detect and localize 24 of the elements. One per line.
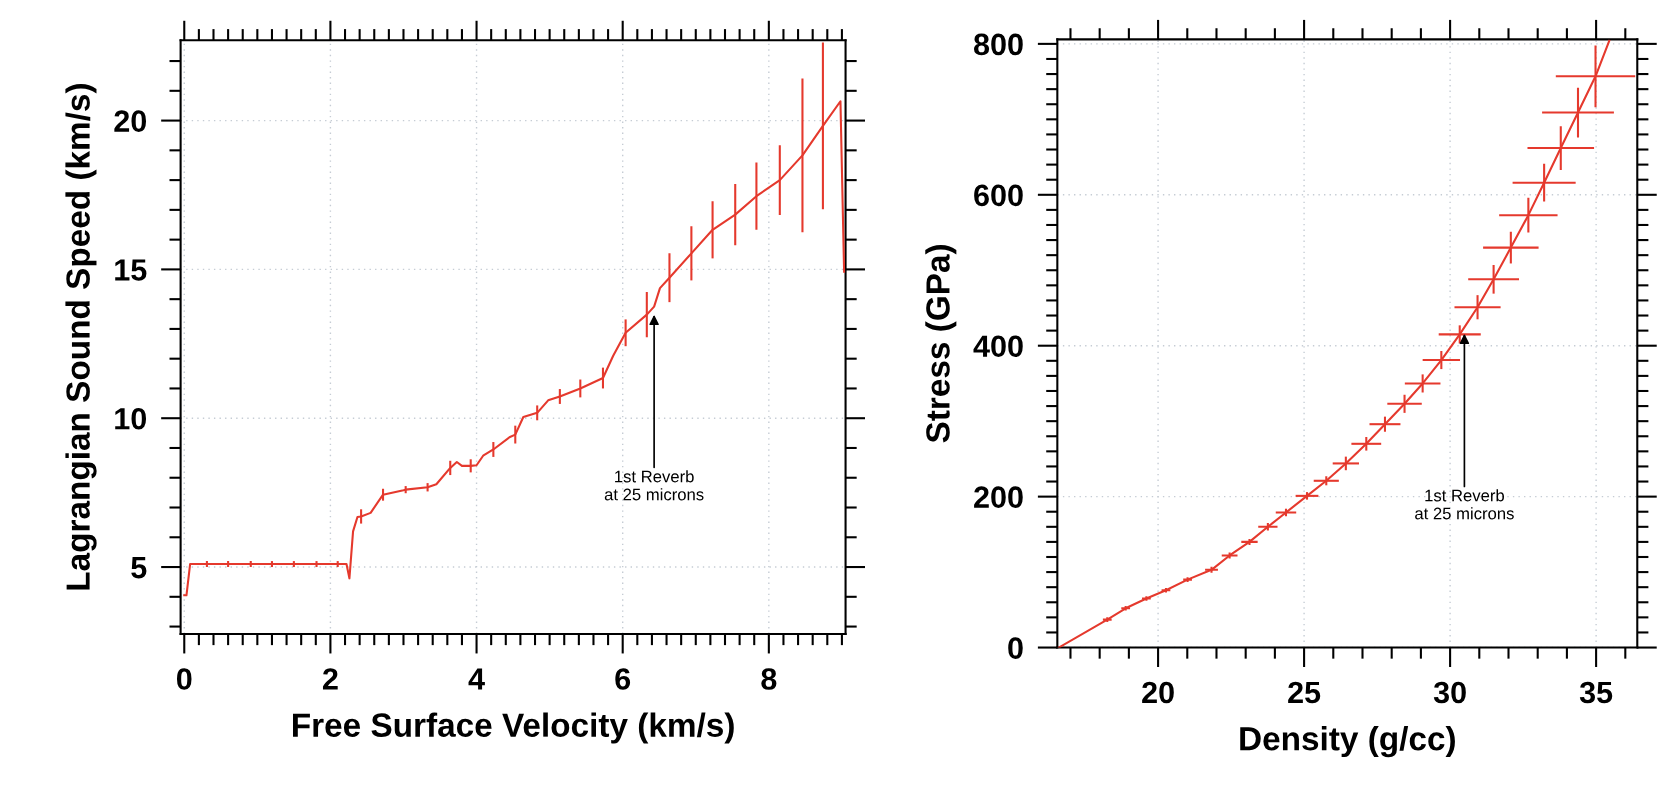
x-axis-title: Free Surface Velocity (km/s) bbox=[293, 712, 734, 744]
x-tick-label: 30 bbox=[1433, 681, 1466, 704]
y-tick-label: 800 bbox=[973, 33, 1023, 56]
y-tick-label: 15 bbox=[115, 259, 147, 281]
x-tick-label: 6 bbox=[615, 668, 631, 690]
annotation: 1st Reverb at 25 microns bbox=[1415, 489, 1514, 520]
y-tick-label: 600 bbox=[974, 184, 1023, 207]
y-axis-title: Lagrangian Sound Speed (km/s) bbox=[65, 84, 97, 590]
x-tick-label: 2 bbox=[322, 668, 338, 690]
x-tick-label: 8 bbox=[761, 668, 777, 690]
y-tick-label: 400 bbox=[973, 335, 1023, 358]
x-tick-label: 25 bbox=[1288, 681, 1321, 704]
x-tick-label: 20 bbox=[1142, 681, 1174, 704]
y-axis-title: Stress (GPa) bbox=[925, 245, 957, 443]
y-tick-label: 10 bbox=[115, 407, 147, 430]
y-tick-label: 20 bbox=[114, 110, 147, 132]
y-tick-label: 200 bbox=[974, 486, 1023, 508]
annotation: 1st Reverb at 25 microns bbox=[604, 470, 704, 501]
y-tick-label: 0 bbox=[1008, 637, 1023, 659]
x-axis-title: Density (g/cc) bbox=[1240, 726, 1455, 758]
x-tick-label: 0 bbox=[176, 668, 192, 690]
y-tick-label: 5 bbox=[131, 557, 147, 579]
x-tick-label: 35 bbox=[1579, 681, 1613, 704]
x-tick-label: 4 bbox=[468, 668, 485, 690]
